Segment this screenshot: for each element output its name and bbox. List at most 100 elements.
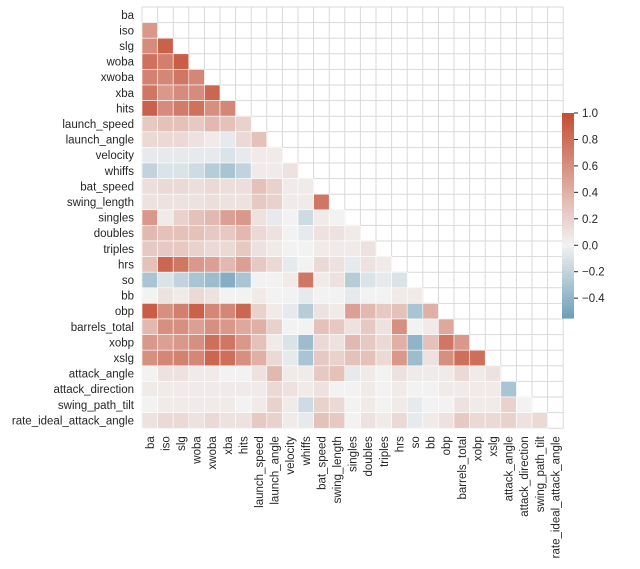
heatmap-cell-rate_ideal_attack_angle-attack_angle <box>500 412 517 429</box>
heatmap-cell-doubles-swing_length <box>328 225 346 242</box>
heatmap-cell-attack_direction-doubles <box>360 381 377 398</box>
heatmap-cell-launch_speed-ba <box>141 115 158 133</box>
heatmap-cell-attack_angle-slg <box>172 365 190 382</box>
heatmap-cell-xba-slg <box>172 84 190 101</box>
heatmap-cell-xobp-barrels_total <box>453 334 470 351</box>
heatmap-cell-bb-hrs <box>391 287 408 304</box>
heatmap-cell-attack_direction-bb <box>422 381 439 398</box>
heatmap-cell-barrels_total-woba <box>188 318 205 335</box>
heatmap-cell-xslg-hits <box>235 349 252 367</box>
heatmap-cell-barrels_total-hits <box>235 318 252 335</box>
colorbar-segment <box>562 212 574 217</box>
heatmap-cell-attack_angle-singles <box>344 365 361 382</box>
colorbar-segment <box>562 292 574 296</box>
heatmap-cell-rate_ideal_attack_angle-launch_speed <box>250 412 268 429</box>
x-tick-label-attack_direction: attack_direction <box>519 436 531 517</box>
heatmap-cell-bat_speed-iso <box>157 178 174 195</box>
heatmap-cell-xobp-launch_angle <box>266 334 283 351</box>
heatmap-cell-bb-launch_speed <box>250 287 268 304</box>
heatmap-cell-obp-singles <box>344 303 361 320</box>
heatmap-cell-hrs-singles <box>344 256 361 273</box>
colorbar-segment <box>562 154 574 158</box>
x-tick-label-swing_length: swing_length <box>332 436 344 503</box>
x-tick-label-whiffs: whiffs <box>301 436 313 466</box>
heatmap-cell-rate_ideal_attack_angle-swing_length <box>328 412 346 429</box>
heatmap-cell-attack_direction-bat_speed <box>313 381 330 398</box>
heatmap-cell-attack_direction-slg <box>172 381 190 398</box>
heatmap-cell-velocity-xba <box>219 147 236 164</box>
heatmap-cell-singles-launch_speed <box>250 209 268 226</box>
heatmap-cell-attack_angle-woba <box>188 365 205 382</box>
heatmap-cell-rate_ideal_attack_angle-xobp <box>469 412 486 429</box>
heatmap-cell-triples-iso <box>157 240 174 257</box>
x-tick-label-bb: bb <box>426 436 438 449</box>
heatmap-cell-triples-singles <box>344 240 361 257</box>
heatmap-cell-rate_ideal_attack_angle-slg <box>172 412 190 429</box>
heatmap-cell-singles-swing_length <box>328 209 346 226</box>
x-tick-label-launch_angle: launch_angle <box>270 436 282 504</box>
heatmap-cell-velocity-launch_speed <box>250 147 268 164</box>
heatmap-cell-triples-ba <box>141 240 158 257</box>
heatmap-cell-bb-swing_length <box>328 287 346 304</box>
heatmap-cell-so-slg <box>172 271 190 289</box>
heatmap-cell-xslg-bat_speed <box>313 349 330 367</box>
heatmap-cell-xba-iso <box>157 84 174 101</box>
colorbar-segment <box>562 179 574 183</box>
x-tick-label-hits: hits <box>238 436 250 454</box>
colorbar-segment <box>562 300 574 304</box>
heatmap-cell-hits-ba <box>141 100 158 117</box>
y-tick-label-attack_angle: attack_angle <box>69 369 134 381</box>
heatmap-cell-launch_speed-woba <box>188 115 205 133</box>
heatmap-cell-bat_speed-woba <box>188 178 205 195</box>
y-tick-label-rate_ideal_attack_angle: rate_ideal_attack_angle <box>12 415 134 427</box>
x-tick-label-slg: slg <box>176 436 188 451</box>
heatmap-cell-swing_path_tilt-triples <box>375 396 392 413</box>
heatmap-cell-velocity-iso <box>157 147 174 164</box>
heatmap-cell-bat_speed-whiffs <box>297 178 314 195</box>
heatmap-cell-rate_ideal_attack_angle-ba <box>141 412 158 429</box>
colorbar-segment <box>562 125 574 129</box>
heatmap-cell-obp-swing_length <box>328 303 346 320</box>
heatmap-cell-so-xba <box>219 271 236 289</box>
heatmap-cell-attack_angle-xba <box>219 365 236 382</box>
heatmap-cell-rate_ideal_attack_angle-xwoba <box>204 412 221 429</box>
heatmap-cell-bb-launch_angle <box>266 287 283 304</box>
heatmap-cell-launch_angle-xba <box>219 131 236 148</box>
heatmap-cell-bb-iso <box>157 287 174 304</box>
y-tick-label-swing_length: swing_length <box>67 197 134 209</box>
x-tick-label-velocity: velocity <box>285 436 297 475</box>
colorbar-segment <box>562 120 574 124</box>
heatmap-cell-hrs-iso <box>157 256 174 273</box>
colorbar-segment <box>562 115 574 119</box>
heatmap-cell-swing_length-woba <box>188 193 205 211</box>
heatmap-cell-attack_angle-xwoba <box>204 365 221 382</box>
heatmap-cell-xslg-xwoba <box>204 349 221 367</box>
heatmap-cell-so-launch_speed <box>250 271 268 289</box>
y-tick-label-launch_speed: launch_speed <box>62 119 134 131</box>
heatmap-cell-attack_direction-so <box>406 381 424 398</box>
y-tick-label-velocity: velocity <box>96 150 135 162</box>
heatmap-cell-swing_path_tilt-velocity <box>282 396 299 413</box>
heatmap-cell-rate_ideal_attack_angle-xba <box>219 412 236 429</box>
heatmap-cell-swing_path_tilt-attack_direction <box>516 396 533 413</box>
heatmap-cell-obp-slg <box>172 303 190 320</box>
colorbar-segment <box>562 151 574 155</box>
heatmap-cell-barrels_total-xba <box>219 318 236 335</box>
heatmap-cell-attack_direction-barrels_total <box>453 381 470 398</box>
heatmap-cell-attack_direction-launch_angle <box>266 381 283 398</box>
heatmap-cell-swing_path_tilt-swing_length <box>328 396 346 413</box>
colorbar-segment <box>562 302 574 306</box>
heatmap-cell-whiffs-hits <box>235 162 252 179</box>
heatmap-cell-doubles-slg <box>172 225 190 242</box>
heatmap-cell-barrels_total-hrs <box>391 318 408 335</box>
heatmap-cell-swing_path_tilt-launch_speed <box>250 396 268 413</box>
y-tick-label-singles: singles <box>98 213 134 225</box>
colorbar-segment <box>562 261 574 265</box>
heatmap-cell-woba-slg <box>172 53 190 70</box>
heatmap-cell-singles-velocity <box>282 209 299 226</box>
heatmap-cell-attack_angle-triples <box>375 365 392 382</box>
heatmap-cell-so-doubles <box>360 271 377 289</box>
heatmap-cell-hrs-xba <box>219 256 236 273</box>
colorbar-segment <box>562 210 574 214</box>
heatmap-cell-slg-ba <box>141 37 158 55</box>
